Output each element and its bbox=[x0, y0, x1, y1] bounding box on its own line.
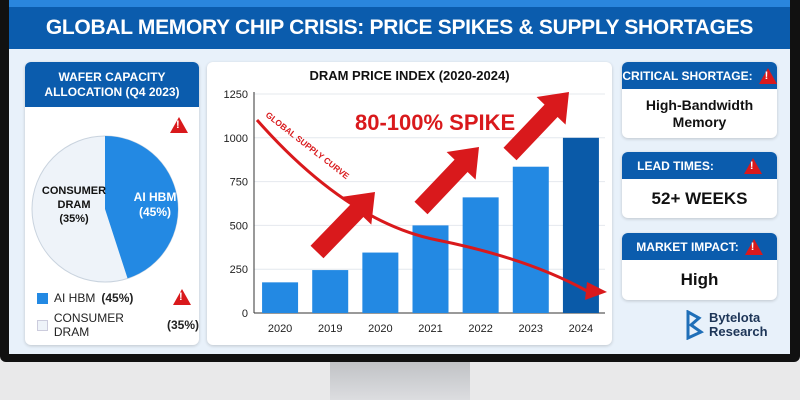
y-tick-label: 500 bbox=[230, 220, 248, 232]
stat-header: MARKET IMPACT: bbox=[622, 233, 777, 260]
y-tick-label: 0 bbox=[242, 308, 248, 320]
x-tick-label: 2020 bbox=[368, 323, 392, 335]
bar-chart: 0 250 500 750 1000 1250 2020 2019 2020 2021 2022 20… bbox=[224, 89, 607, 335]
stat-card-market-impact: MARKET IMPACT: High bbox=[622, 233, 777, 300]
stat-label: LEAD TIMES: bbox=[637, 158, 714, 173]
x-tick-label: 2024 bbox=[569, 323, 593, 335]
warning-triangle-icon bbox=[744, 238, 763, 255]
stat-label: CRITICAL SHORTAGE: bbox=[622, 68, 753, 83]
logo-line2: Research bbox=[709, 324, 768, 339]
y-tick-label: 250 bbox=[230, 264, 248, 276]
bytelota-logo-icon bbox=[686, 310, 704, 340]
spike-arrow bbox=[414, 147, 479, 215]
legend-pct: (35%) bbox=[166, 318, 199, 332]
bar bbox=[262, 282, 299, 313]
top-strip bbox=[9, 0, 790, 7]
bar bbox=[362, 252, 399, 313]
monitor-stand bbox=[330, 360, 470, 400]
pie-label-hbm-pct: (45%) bbox=[138, 205, 171, 219]
stat-header: CRITICAL SHORTAGE: bbox=[622, 62, 777, 89]
spike-label: 80-100% SPIKE bbox=[355, 110, 515, 135]
y-tick-label: 1000 bbox=[224, 133, 248, 145]
legend-swatch bbox=[37, 292, 48, 304]
pie-label-consumer-pct: (35%) bbox=[59, 213, 89, 225]
logo-text: Bytelota Research bbox=[709, 311, 768, 339]
legend-consumer-dram: CONSUMER DRAM (35%) bbox=[37, 311, 199, 339]
pie-label-consumer-name: CONSUMER DRAM bbox=[41, 185, 107, 211]
wafer-title: WAFER CAPACITY ALLOCATION (Q4 2023) bbox=[25, 62, 199, 107]
spike-arrow bbox=[310, 192, 375, 259]
bar bbox=[512, 166, 549, 313]
screen: GLOBAL MEMORY CHIP CRISIS: PRICE SPIKES … bbox=[9, 0, 790, 354]
legend-pct: (45%) bbox=[101, 291, 134, 305]
x-tick-label: 2019 bbox=[318, 323, 342, 335]
monitor-bezel: GLOBAL MEMORY CHIP CRISIS: PRICE SPIKES … bbox=[0, 0, 800, 362]
logo-line1: Bytelota bbox=[709, 310, 761, 325]
wafer-card: WAFER CAPACITY ALLOCATION (Q4 2023) CONS… bbox=[25, 62, 199, 345]
legend-swatch bbox=[37, 319, 48, 331]
spike-arrow bbox=[503, 92, 569, 161]
pie-slice-ai-hbm bbox=[105, 136, 178, 279]
page-title: GLOBAL MEMORY CHIP CRISIS: PRICE SPIKES … bbox=[9, 7, 790, 49]
stat-card-shortage: CRITICAL SHORTAGE: High-Bandwidth Memory bbox=[622, 62, 777, 138]
x-tick-label: 2021 bbox=[418, 323, 442, 335]
stat-value: High bbox=[680, 270, 719, 289]
x-tick-label: 2023 bbox=[519, 323, 543, 335]
pie-label-hbm-name: AI HBM bbox=[133, 190, 177, 204]
legend-label: CONSUMER DRAM bbox=[53, 311, 124, 339]
chart-card: DRAM PRICE INDEX (2020-2024) 0 250 500 750 1… bbox=[207, 62, 612, 345]
stat-header: LEAD TIMES: bbox=[622, 152, 777, 179]
warning-triangle-icon bbox=[170, 117, 188, 133]
y-tick-label: 1250 bbox=[224, 89, 248, 101]
pie-label-hbm: AI HBM (45%) bbox=[125, 190, 185, 220]
bar bbox=[562, 137, 599, 313]
chart-title: DRAM PRICE INDEX (2020-2024) bbox=[309, 68, 510, 83]
supply-curve-arrowhead bbox=[585, 282, 607, 300]
warning-triangle-icon bbox=[173, 289, 191, 305]
legend-label: AI HBM bbox=[54, 291, 96, 305]
warning-triangle-icon bbox=[758, 67, 777, 84]
stat-value: High-Bandwidth Memory bbox=[645, 96, 754, 130]
pie-chart bbox=[31, 135, 179, 283]
x-tick-label: 2022 bbox=[468, 323, 492, 335]
y-tick-label: 750 bbox=[230, 177, 248, 189]
supply-curve bbox=[255, 119, 588, 293]
legend-ai-hbm: AI HBM (45%) bbox=[37, 291, 133, 305]
stat-card-lead-times: LEAD TIMES: 52+ WEEKS bbox=[622, 152, 777, 218]
bar bbox=[462, 197, 499, 313]
x-tick-label: 2020 bbox=[268, 323, 292, 335]
stat-label: MARKET IMPACT: bbox=[636, 239, 739, 254]
stat-value: 52+ WEEKS bbox=[651, 188, 748, 208]
bar bbox=[312, 270, 349, 313]
logo: Bytelota Research bbox=[685, 310, 768, 340]
warning-triangle-icon bbox=[743, 157, 762, 174]
pie-label-consumer: CONSUMER DRAM (35%) bbox=[39, 184, 109, 226]
